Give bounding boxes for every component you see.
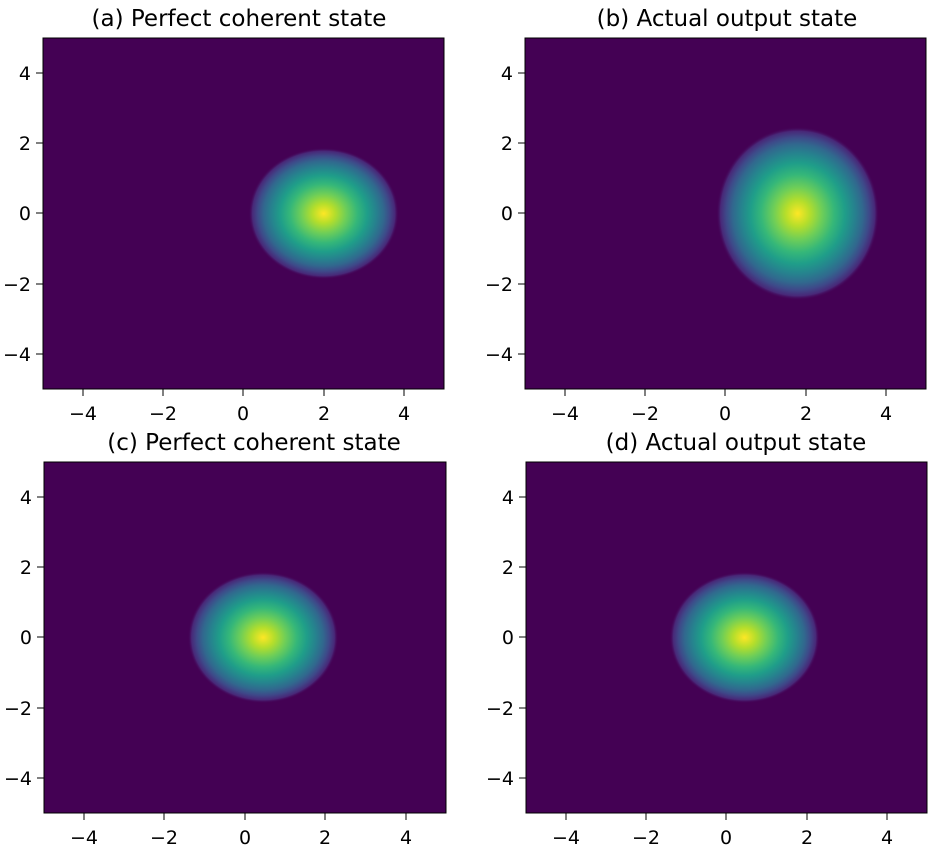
panel-b-x-tick-label: −4: [551, 403, 579, 425]
panel-a-density-blob: [248, 147, 399, 280]
panel-a-y-tick-label: −2: [3, 274, 31, 296]
panel-c-density-blob: [187, 571, 339, 704]
panel-d-x-tick-label: 2: [801, 827, 813, 849]
panel-d-y-tick-label: −2: [486, 698, 514, 720]
panel-d-y-ticks: 4 2 0 −2 −4: [486, 487, 526, 790]
panel-d-title: (d) Actual output state: [606, 430, 867, 456]
panel-b-y-ticks: 4 2 0 −2 −4: [485, 63, 525, 366]
panel-c-y-tick-label: 4: [20, 487, 32, 509]
panel-c-title: (c) Perfect coherent state: [107, 430, 401, 456]
panel-a-y-tick-label: 0: [19, 203, 31, 225]
panel-c-y-ticks: 4 2 0 −2 −4: [4, 487, 44, 790]
panel-a-title: (a) Perfect coherent state: [92, 6, 387, 32]
panel-d-y-tick-label: 0: [502, 627, 514, 649]
panel-b-x-tick-label: 0: [719, 403, 731, 425]
panel-c-y-tick-label: −2: [4, 698, 32, 720]
panel-a-x-tick-label: −4: [69, 403, 97, 425]
panel-b-x-ticks: −4 −2 0 2 4: [551, 389, 892, 425]
panel-d-x-ticks: −4 −2 0 2 4: [552, 813, 893, 849]
panel-c-y-tick-label: 0: [20, 627, 32, 649]
panel-d-y-tick-label: 4: [502, 487, 514, 509]
panel-a-x-tick-label: 0: [237, 403, 249, 425]
panel-b: (b) Actual output state −4 −2 0 2 4 4 2: [485, 6, 927, 425]
panel-c-x-tick-label: 0: [239, 827, 251, 849]
panel-a-x-ticks: −4 −2 0 2 4: [69, 389, 410, 425]
panel-c-x-tick-label: −2: [150, 827, 178, 849]
panel-b-y-tick-label: 4: [501, 63, 513, 85]
panel-c-x-ticks: −4 −2 0 2 4: [70, 813, 412, 849]
panel-d-y-tick-label: 2: [502, 557, 514, 579]
panel-c-y-tick-label: 2: [20, 557, 32, 579]
panel-d: (d) Actual output state −4 −2 0 2 4 4 2: [486, 430, 928, 849]
panel-a-y-tick-label: −4: [3, 344, 31, 366]
panel-c-x-tick-label: 2: [319, 827, 331, 849]
panel-d-x-tick-label: −4: [552, 827, 580, 849]
panel-d-x-tick-label: 4: [881, 827, 893, 849]
panel-a-x-tick-label: 2: [318, 403, 330, 425]
panel-d-density-blob: [669, 571, 820, 704]
panel-b-y-tick-label: −2: [485, 274, 513, 296]
panel-b-density-blob: [716, 126, 880, 301]
panel-c: (c) Perfect coherent state −4 −2 0 2 4 4…: [4, 430, 447, 849]
panel-c-x-tick-label: −4: [70, 827, 98, 849]
panel-c-x-tick-label: 4: [400, 827, 412, 849]
panel-b-x-tick-label: 4: [880, 403, 892, 425]
panel-b-y-tick-label: −4: [485, 344, 513, 366]
panel-a-x-tick-label: 4: [398, 403, 410, 425]
panel-b-y-tick-label: 2: [501, 133, 513, 155]
panel-a: (a) Perfect coherent state −4 −2 0 2 4 4…: [3, 6, 445, 425]
panel-a-y-tick-label: 4: [19, 63, 31, 85]
panel-d-y-tick-label: −4: [486, 768, 514, 790]
panel-a-x-tick-label: −2: [149, 403, 177, 425]
panel-d-x-tick-label: −2: [632, 827, 660, 849]
panel-b-title: (b) Actual output state: [597, 6, 858, 32]
panel-c-y-tick-label: −4: [4, 768, 32, 790]
panel-b-x-tick-label: −2: [631, 403, 659, 425]
panel-b-y-tick-label: 0: [501, 203, 513, 225]
panel-a-y-ticks: 4 2 0 −2 −4: [3, 63, 43, 366]
panel-d-x-tick-label: 0: [720, 827, 732, 849]
panel-a-y-tick-label: 2: [19, 133, 31, 155]
panel-b-x-tick-label: 2: [800, 403, 812, 425]
